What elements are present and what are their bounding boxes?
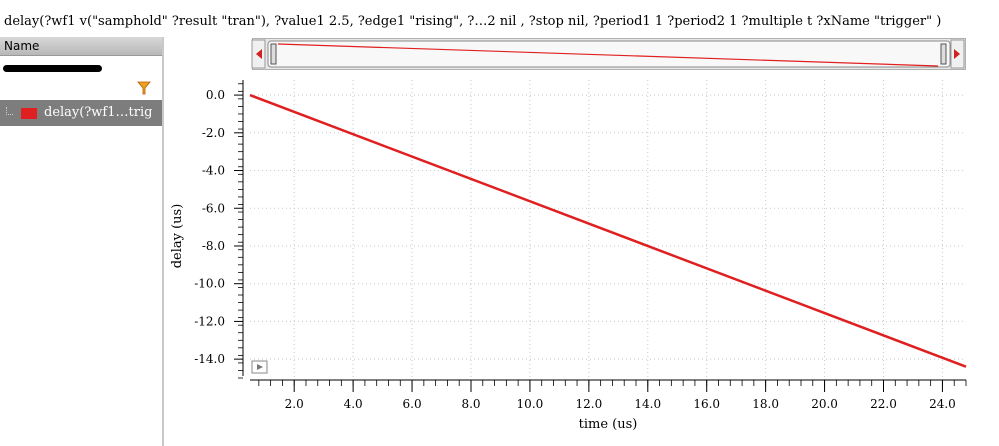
arrow-right-icon — [954, 49, 960, 59]
y-tick-label: 0.0 — [206, 88, 225, 102]
play-icon — [257, 364, 263, 370]
x-axis-label: time (us) — [579, 417, 638, 432]
y-tick-label: -10.0 — [194, 277, 225, 291]
trace-browser-panel: Name delay(?wf1…trig — [0, 37, 164, 446]
x-tick-label: 6.0 — [403, 397, 422, 411]
x-tick-label: 20.0 — [811, 397, 838, 411]
x-tick-label: 8.0 — [461, 397, 480, 411]
series — [249, 93, 967, 368]
play-button[interactable] — [251, 360, 268, 374]
overview-right-handle[interactable] — [940, 43, 947, 65]
x-tick-label: 10.0 — [517, 397, 544, 411]
overview-left-handle[interactable] — [270, 43, 277, 65]
x-tick-label: 24.0 — [929, 397, 956, 411]
y-ticks: 0.0 -2.0 -4.0 -6.0 -8.0 -10.0 -12.0 -14.0 — [194, 83, 243, 379]
x-tick-label: 12.0 — [575, 397, 602, 411]
x-tick-label: 2.0 — [285, 397, 304, 411]
arrow-left-icon — [256, 49, 262, 59]
y-axis-label: delay (us) — [170, 204, 185, 269]
x-tick-label: 14.0 — [634, 397, 661, 411]
x-ticks: 2.0 4.0 6.0 8.0 10.0 12.0 14.0 16.0 18.0 20.0 22.0… — [258, 380, 967, 411]
overview-strip — [251, 39, 965, 69]
x-tick-label: 4.0 — [344, 397, 363, 411]
expression-title: delay(?wf1 v("samphold" ?result "tran"),… — [4, 14, 942, 29]
series-line-delay[interactable] — [249, 93, 967, 368]
x-tick-label: 18.0 — [752, 397, 779, 411]
y-tick-label: -2.0 — [202, 126, 225, 140]
trace-label: delay(?wf1…trig — [44, 105, 153, 120]
tree-connector — [6, 107, 13, 115]
overview-trace-line — [277, 43, 939, 67]
y-tick-label: -8.0 — [202, 239, 225, 253]
filter-funnel-icon[interactable] — [137, 81, 151, 95]
x-tick-label: 22.0 — [870, 397, 897, 411]
y-tick-label: -6.0 — [202, 201, 225, 215]
x-tick-label: 16.0 — [693, 397, 720, 411]
name-column-header[interactable]: Name — [0, 37, 162, 56]
y-tick-label: -14.0 — [194, 352, 225, 366]
redacted-bar — [3, 65, 102, 72]
y-tick-label: -4.0 — [202, 164, 225, 178]
trace-color-swatch — [21, 108, 37, 119]
grid-lines — [250, 80, 966, 378]
y-tick-label: -12.0 — [194, 314, 225, 328]
